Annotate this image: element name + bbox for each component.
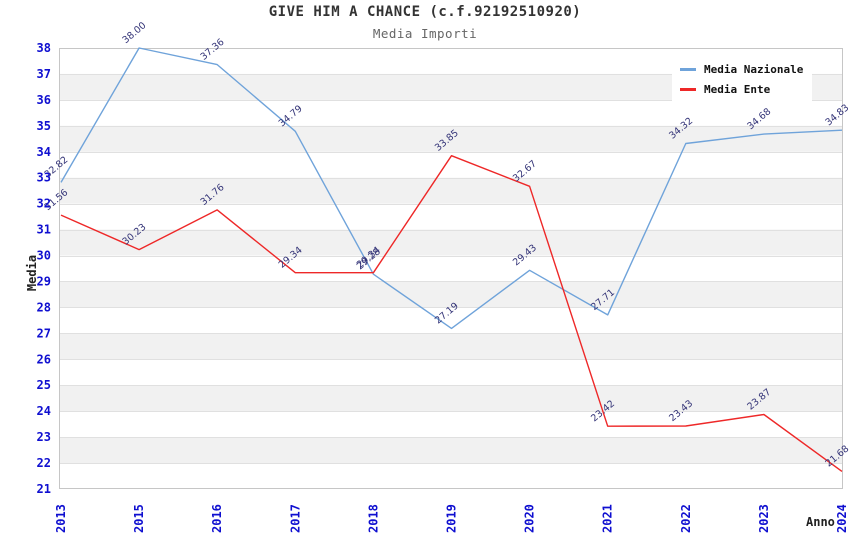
y-tick-label: 27 <box>37 326 51 340</box>
x-tick-label: 2017 <box>288 504 302 533</box>
legend-item-media-ente: Media Ente <box>680 83 812 96</box>
plot-border <box>59 48 843 489</box>
grid-band <box>59 385 843 412</box>
chart-title: GIVE HIM A CHANCE (c.f.92192510920) <box>268 4 582 20</box>
x-axis-title: Anno <box>806 515 835 529</box>
y-axis-title: Media <box>25 254 39 292</box>
y-tick-label: 31 <box>37 223 51 237</box>
x-tick-label: 2019 <box>445 504 459 533</box>
y-tick-label: 25 <box>37 378 51 392</box>
y-tick-label: 22 <box>37 456 51 470</box>
legend-swatch-media-ente <box>680 87 696 91</box>
grid-band <box>59 333 843 360</box>
legend: Media Nazionale Media Ente <box>672 56 812 102</box>
x-tick-label: 2024 <box>835 504 849 533</box>
y-tick-label: 30 <box>37 249 51 263</box>
grid-band <box>59 177 843 204</box>
y-tick-label: 32 <box>37 197 51 211</box>
series-line-media-nazionale <box>60 47 843 330</box>
legend-label-media-nazionale: Media Nazionale <box>704 62 804 76</box>
x-tick-label: 2018 <box>366 504 380 533</box>
legend-label-media-ente: Media Ente <box>704 82 771 96</box>
chart-subtitle: Media Importi <box>372 26 478 41</box>
data-label: 38.00 <box>121 20 149 46</box>
legend-swatch-media-nazionale <box>680 67 696 71</box>
y-tick-label: 28 <box>37 300 51 314</box>
series-line-media-ente <box>60 154 843 472</box>
grid-band <box>59 281 843 308</box>
y-tick-label: 33 <box>37 171 51 185</box>
y-tick-label: 24 <box>37 404 51 418</box>
x-tick-label: 2015 <box>132 504 146 533</box>
y-tick-label: 34 <box>37 145 51 159</box>
y-tick-label: 23 <box>37 430 51 444</box>
y-tick-label: 26 <box>37 352 51 366</box>
y-tick-label: 36 <box>37 93 51 107</box>
y-tick-label: 35 <box>37 119 51 133</box>
x-tick-label: 2013 <box>54 504 68 533</box>
x-tick-label: 2020 <box>523 504 537 533</box>
y-tick-label: 21 <box>37 482 51 496</box>
x-tick-label: 2021 <box>601 504 615 533</box>
grid-band <box>59 229 843 256</box>
x-tick-label: 2023 <box>757 504 771 533</box>
legend-item-media-nazionale: Media Nazionale <box>680 63 812 76</box>
y-tick-label: 38 <box>37 41 51 55</box>
data-label: 37.36 <box>199 37 227 63</box>
data-label: 34.79 <box>277 103 305 129</box>
y-tick-label: 29 <box>37 274 51 288</box>
grid-band <box>59 437 843 464</box>
x-tick-label: 2016 <box>210 504 224 533</box>
y-tick-label: 37 <box>37 67 51 81</box>
grid-band <box>59 125 843 152</box>
data-label: 34.83 <box>823 102 850 128</box>
x-tick-label: 2022 <box>679 504 693 533</box>
